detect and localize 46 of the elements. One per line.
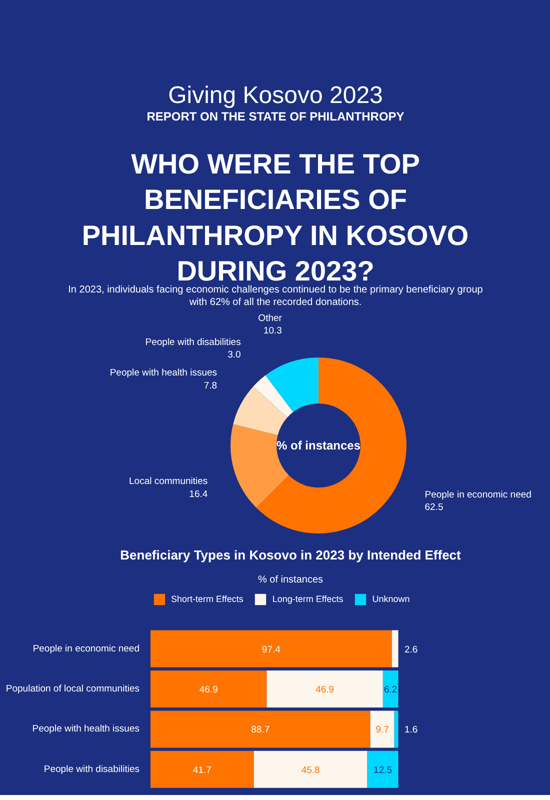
bar [150,710,370,748]
data-label: 1.6 [404,724,418,736]
data-label: 45.8 [301,764,320,776]
data-label: 6.2 [384,684,398,696]
slice-label: People with health issues [110,368,218,379]
data-label: 46.9 [199,684,218,696]
bar [254,750,368,788]
data-label: 16.4 [189,488,208,500]
bar [392,630,398,668]
bar [150,750,254,788]
data-label: 9.7 [376,724,389,736]
text: In 2023, individuals facing economic challenges continued to be the primary beneficiary group with 62% of all the recorded donations. [68,284,484,308]
chart-subtitle: % of instances [258,574,324,586]
y-tick-label: People in economic need [32,643,140,654]
slice-label: People in economic need [424,490,532,501]
legend-label: Long-term Effects [272,594,344,604]
data-label: 97.4 [262,644,280,656]
text: REPORT ON THE STATE OF PHILANTHROPY [146,110,404,124]
data-label: 12.5 [374,764,392,776]
chart-title: Beneficiary Types in Kosovo in 2023 by Intended Effect [120,548,462,562]
bar [394,710,398,748]
bar [266,670,383,708]
data-label: 7.8 [204,380,218,392]
bar [367,750,398,788]
bar [150,630,392,668]
legend-label: Unknown [372,594,410,604]
bar [150,670,267,708]
slice-label: People with disabilities [145,337,242,348]
data-label: 62.5 [424,502,444,514]
bar [382,670,398,708]
legend-label: Short-term Effects [171,594,244,604]
slice-label: Local communities [129,476,208,488]
data-label: 3.0 [228,350,241,361]
data-label: 41.7 [192,764,212,776]
y-tick-label: People with disabilities [44,764,140,775]
text: Giving Kosovo 2023 [168,82,383,109]
data-label: 2.6 [404,644,418,656]
chart-title: WHO WERE THE TOP BENEFICIARIES OF PHILANTHROPY IN KOSOVO DURING 2023? [82,148,469,286]
data-label: 10.3 [263,325,282,336]
data-label: 46.9 [316,684,334,696]
y-tick-label: Population of local communities [6,683,140,694]
y-tick-label: People with health issues [32,724,140,735]
text: % of instances [276,438,361,452]
bar [370,710,394,748]
slice-label: Other [258,312,282,324]
data-label: 88.7 [251,724,270,736]
